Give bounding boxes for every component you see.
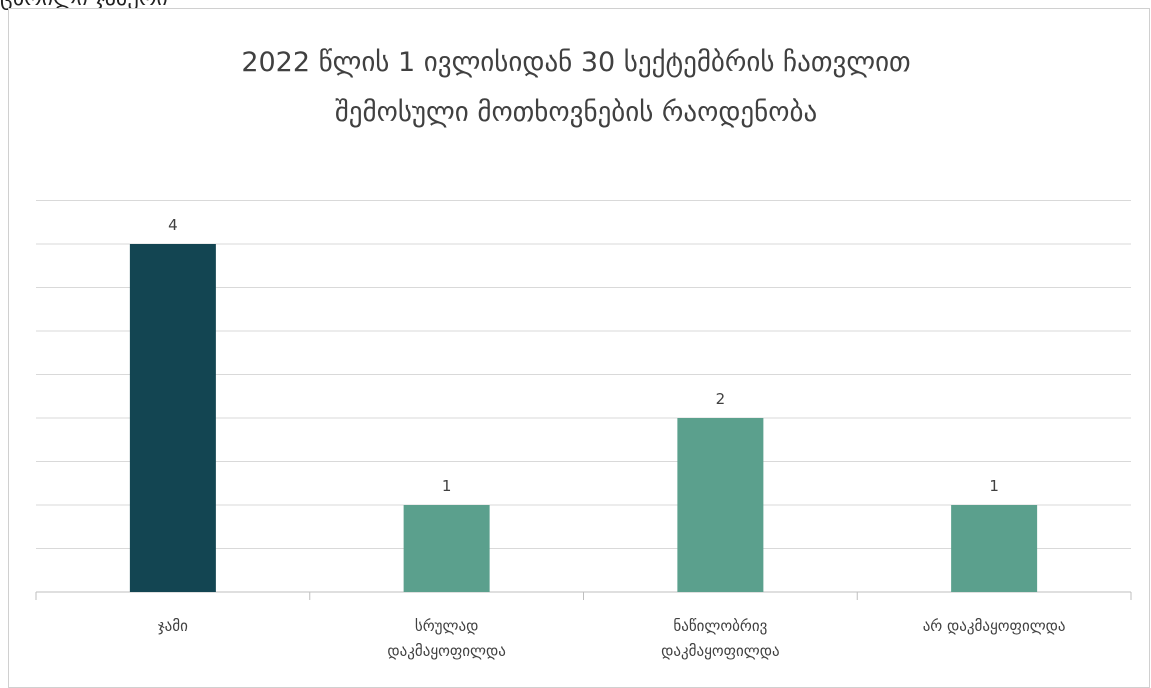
bars	[129, 244, 1038, 592]
cropped-header-text: ცხრილი ჯამური	[0, 0, 320, 12]
chart-container: 2022 წლის 1 ივლისიდან 30 სექტემბრის ჩათვ…	[8, 8, 1150, 688]
category-label: დაკმაყოფილდა	[661, 642, 780, 660]
category-label: ნაწილობრივ	[673, 617, 767, 635]
category-label: ჯამი	[158, 617, 188, 635]
x-axis	[35, 591, 1132, 600]
data-label: 1	[989, 477, 999, 495]
data-labels: 4 1 2 1	[168, 216, 999, 495]
chart-title: 2022 წლის 1 ივლისიდან 30 სექტემბრის ჩათვ…	[241, 47, 910, 128]
category-label: არ დაკმაყოფილდა	[923, 617, 1066, 635]
data-label: 4	[168, 216, 178, 234]
category-labels: ჯამი სრულად დაკმაყოფილდა ნაწილობრივ დაკმაყოფ…	[158, 617, 1066, 660]
category-label: დაკმაყოფილდა	[387, 642, 506, 660]
bar	[129, 244, 216, 592]
bar	[677, 418, 764, 592]
chart-title-line: 2022 წლის 1 ივლისიდან 30 სექტემბრის ჩათვ…	[241, 47, 910, 78]
bar	[403, 505, 490, 592]
gridlines	[36, 200, 1131, 549]
data-label: 1	[442, 477, 452, 495]
bar	[951, 505, 1038, 592]
category-label: სრულად	[415, 617, 478, 635]
bar-chart: 2022 წლის 1 ივლისიდან 30 სექტემბრის ჩათვ…	[35, 47, 1132, 660]
data-label: 2	[716, 390, 726, 408]
chart-title-line: შემოსული მოთხოვნების რაოდენობა	[335, 97, 817, 128]
